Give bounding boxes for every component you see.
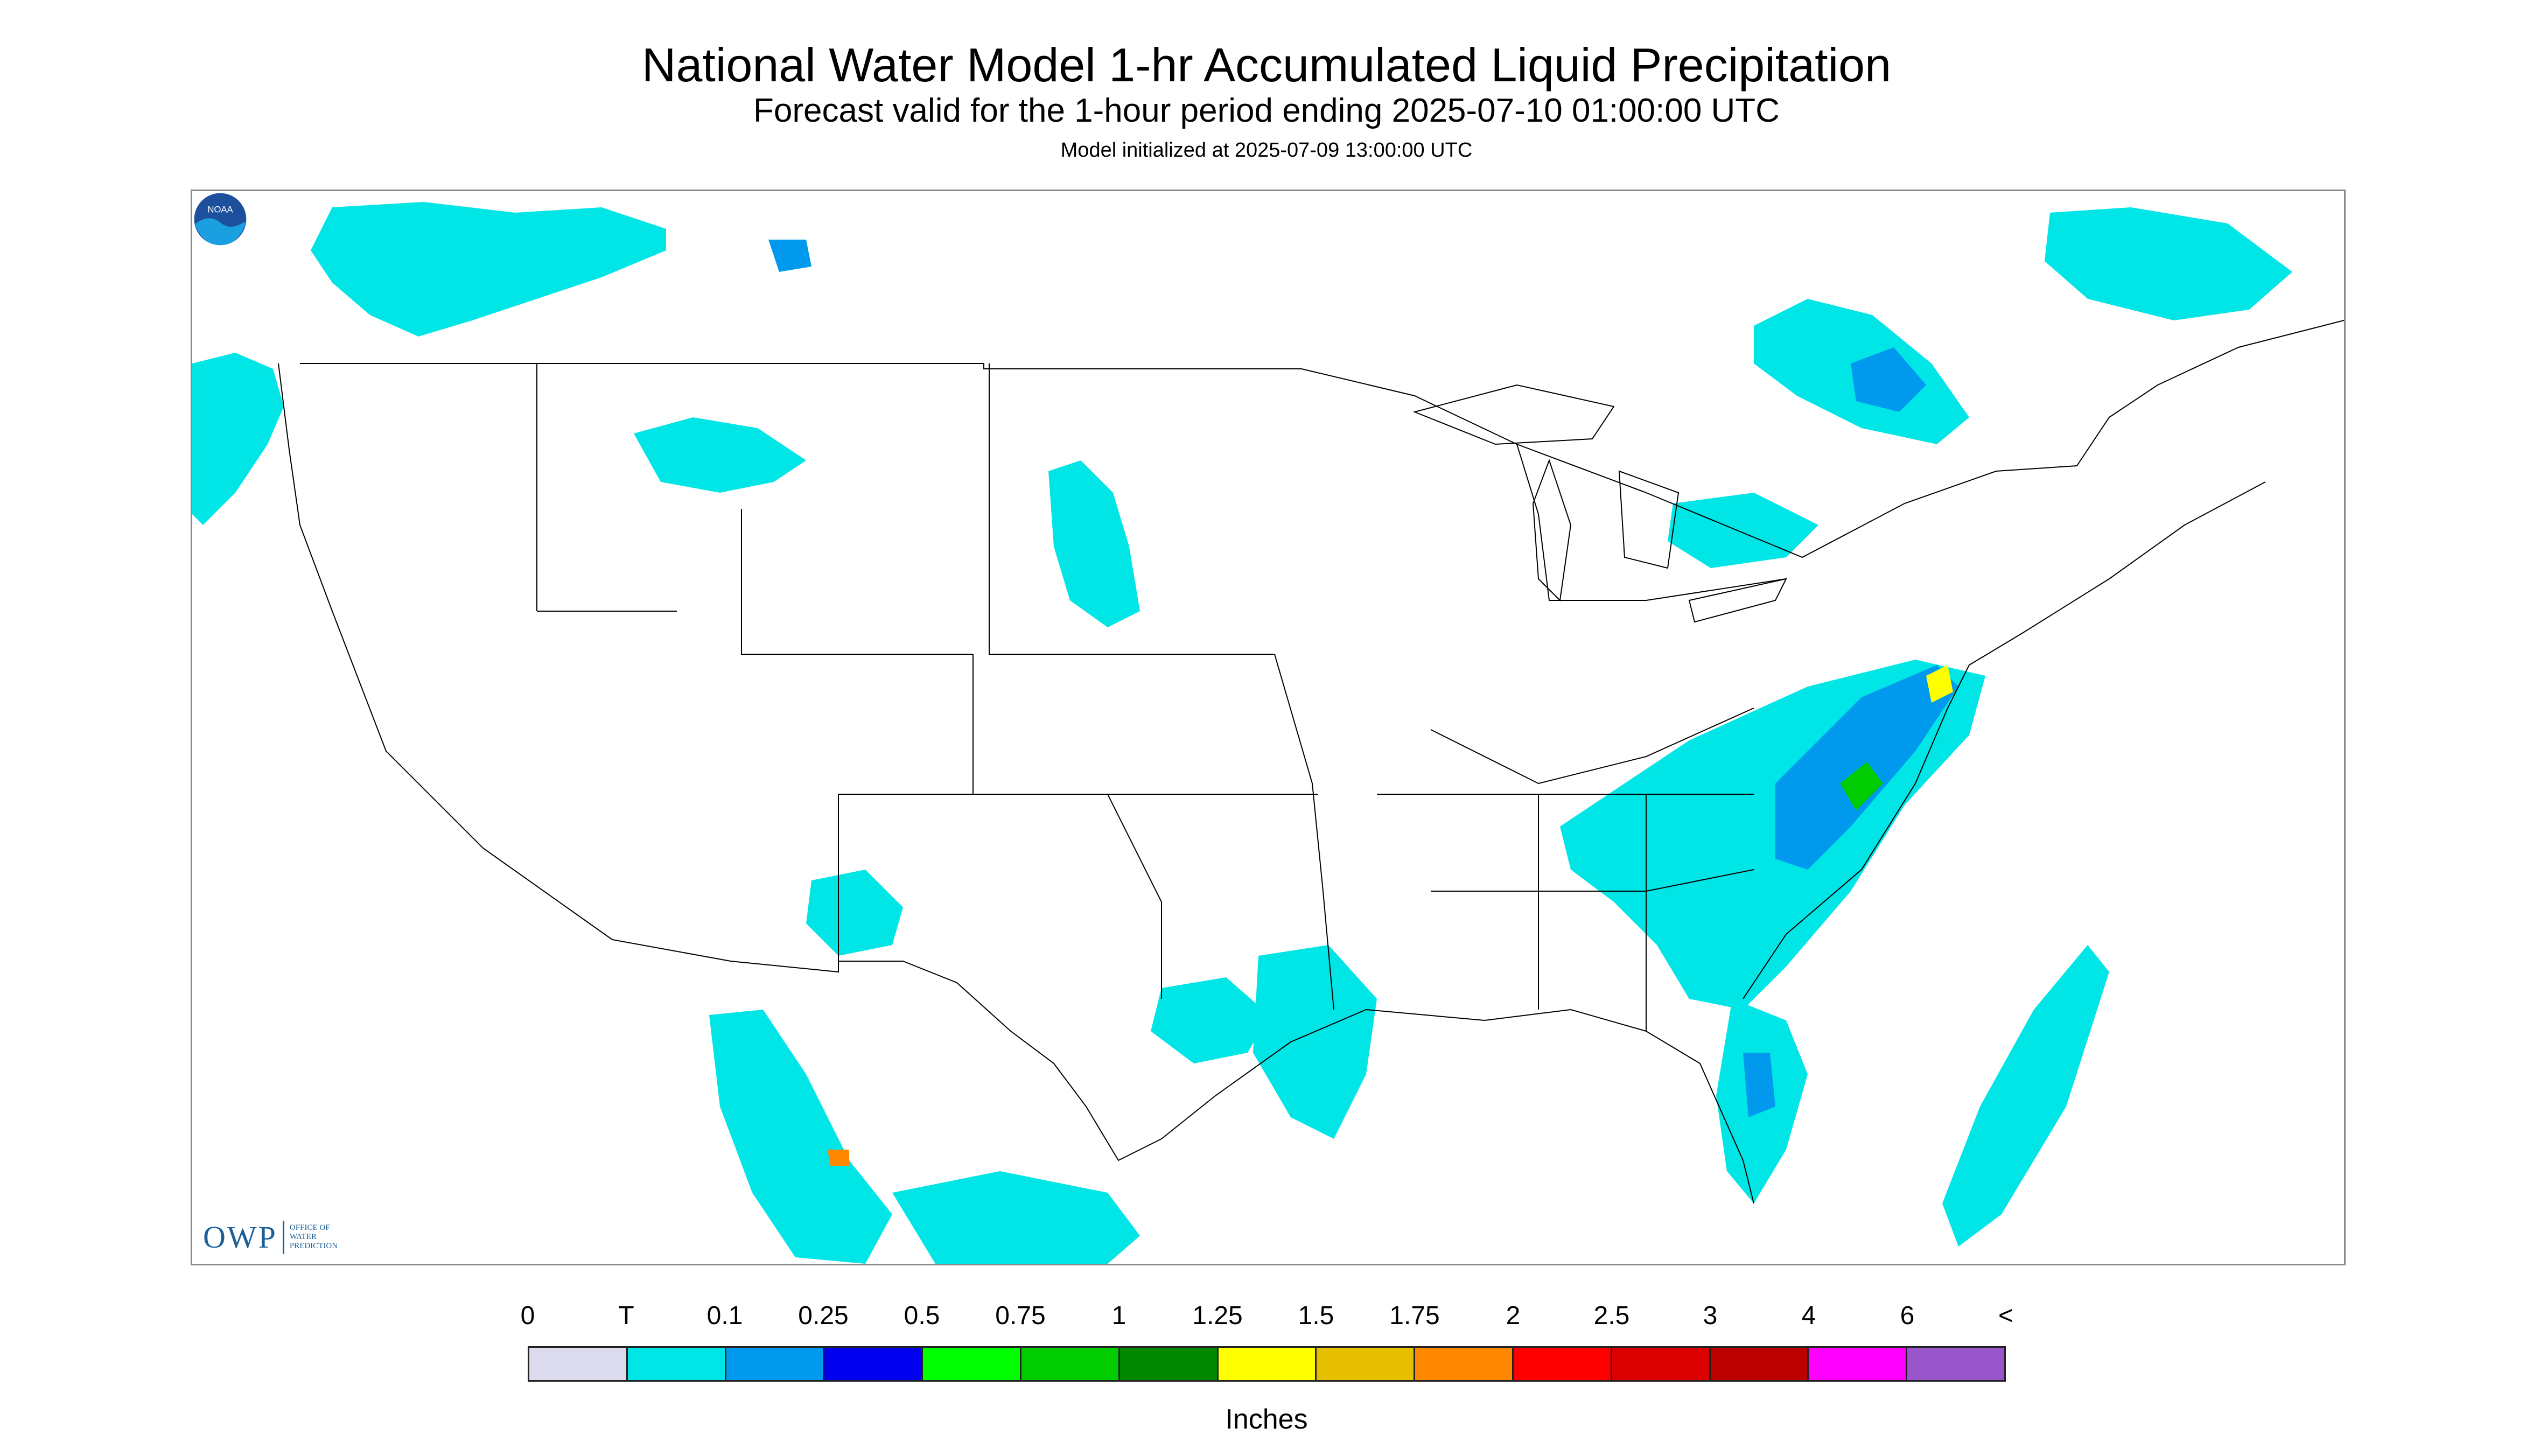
atlantic-coast [1743, 481, 2266, 999]
owp-logo-line-3: PREDICTION [289, 1242, 338, 1250]
colorbar-swatch [1907, 1348, 2004, 1380]
colorbar-tick-label: 2.5 [1593, 1301, 1630, 1330]
line-ohio-river [1430, 708, 1754, 785]
precipitation-areas [192, 202, 2292, 1264]
canada-border [300, 320, 2344, 558]
precip-mexico-west [709, 1010, 892, 1264]
colorbar-tick-label: 0.1 [706, 1301, 743, 1330]
precip-canada-west [311, 202, 666, 337]
owp-logo-line-2: WATER [289, 1233, 317, 1241]
precip-texas-scatter [1151, 977, 1269, 1063]
colorbar-tick-label: 0.25 [798, 1301, 849, 1330]
lake-erie [1688, 578, 1787, 623]
precipitation-map: OWP OFFICE OF WATER PREDICTION NOAA [191, 190, 2346, 1265]
line-mississippi [1274, 654, 1334, 1010]
colorbar-tick-label: < [1998, 1301, 2014, 1330]
precip-mexico-south [892, 1171, 1140, 1264]
colorbar-swatch [1317, 1348, 1416, 1380]
core-mexico-orange [828, 1150, 849, 1166]
lake-huron [1618, 470, 1680, 569]
colorbar-swatch [726, 1348, 825, 1380]
outside-domain-left [192, 568, 472, 1264]
precipitation-cores [768, 240, 1958, 1166]
line-great-lakes [1516, 444, 1787, 601]
colorbar-swatch [1612, 1348, 1711, 1380]
line-wyoming-south [741, 509, 973, 655]
map-canvas [192, 202, 2344, 1264]
colorbar-tick-label: 1.25 [1192, 1301, 1243, 1330]
colorbar-swatch [1021, 1348, 1120, 1380]
state-boundaries [278, 320, 2344, 1204]
precip-colorbar [528, 1346, 2006, 1382]
owp-logo-divider [282, 1220, 284, 1254]
colorbar-tick-label: 0 [520, 1301, 535, 1330]
owp-logo-line-1: OFFICE OF [289, 1223, 330, 1232]
colorbar-swatch [529, 1348, 628, 1380]
colorbar-swatch [1513, 1348, 1612, 1380]
colorbar-tick-label: 0.5 [904, 1301, 940, 1330]
colorbar-tick-label: 0.75 [995, 1301, 1046, 1330]
gulf-coast [1161, 1009, 1754, 1204]
line-ok-tx [838, 794, 1162, 999]
colorbar-tick-label: 1 [1111, 1301, 1126, 1330]
line-dakotas [989, 363, 1275, 655]
noaa-logo-text: NOAA [207, 205, 233, 215]
legend-units-label: Inches [1225, 1404, 1308, 1435]
line-kansas [972, 654, 1318, 795]
chart-title: National Water Model 1-hr Accumulated Li… [641, 38, 1892, 92]
colorbar-swatch [1809, 1348, 1908, 1380]
lake-michigan [1532, 459, 1572, 602]
great-lakes [1412, 384, 1787, 623]
outside-domain-right [2002, 455, 2344, 1264]
precip-pacific-northwest [192, 353, 284, 525]
colorbar-tick-label: 1.5 [1298, 1301, 1334, 1330]
colorbar-tick-label: 6 [1900, 1301, 1915, 1330]
model-init-label: Model initialized at 2025-07-09 13:00:00… [1060, 139, 1473, 162]
colorbar-tick-label: 2 [1506, 1301, 1521, 1330]
core-maryland-yellow [1926, 665, 1953, 703]
colorbar-swatch [627, 1348, 726, 1380]
precip-new-mexico [806, 870, 903, 956]
colorbar-swatch [1710, 1348, 1809, 1380]
precip-south-dakota [1048, 460, 1140, 627]
core-canada-west [768, 240, 811, 272]
owp-logo-mark: OWP [203, 1220, 277, 1255]
core-ontario [1851, 347, 1926, 412]
colorbar-swatch [923, 1348, 1021, 1380]
precip-wyoming-band [634, 417, 806, 493]
west-coast [278, 363, 613, 940]
colorbar-swatch [1218, 1348, 1317, 1380]
colorbar-swatch [824, 1348, 923, 1380]
owp-logo: OWP OFFICE OF WATER PREDICTION [203, 1219, 338, 1255]
colorbar-tick-label: 4 [1801, 1301, 1816, 1330]
lake-superior [1412, 384, 1615, 445]
colorbar-tick-label: 3 [1703, 1301, 1718, 1330]
mexico-border [612, 939, 1162, 1161]
precip-atlantic-offshore [1942, 945, 2109, 1247]
core-southeast [1743, 1053, 1775, 1117]
noaa-logo: NOAA [192, 191, 248, 247]
colorbar-swatch [1415, 1348, 1514, 1380]
colorbar-tick-label: T [618, 1301, 634, 1330]
colorbar-swatch [1119, 1348, 1219, 1380]
forecast-valid-subtitle: Forecast valid for the 1-hour period end… [753, 92, 1780, 129]
precip-quebec-east [2045, 207, 2292, 320]
precip-michigan-band [1668, 493, 1818, 568]
line-southeast [1538, 794, 1647, 1031]
precip-gulf-coast [1253, 945, 1377, 1139]
core-virginia-green [1840, 762, 1883, 810]
colorbar-tick-label: 1.75 [1389, 1301, 1440, 1330]
owp-logo-text: OFFICE OF WATER PREDICTION [290, 1223, 338, 1251]
